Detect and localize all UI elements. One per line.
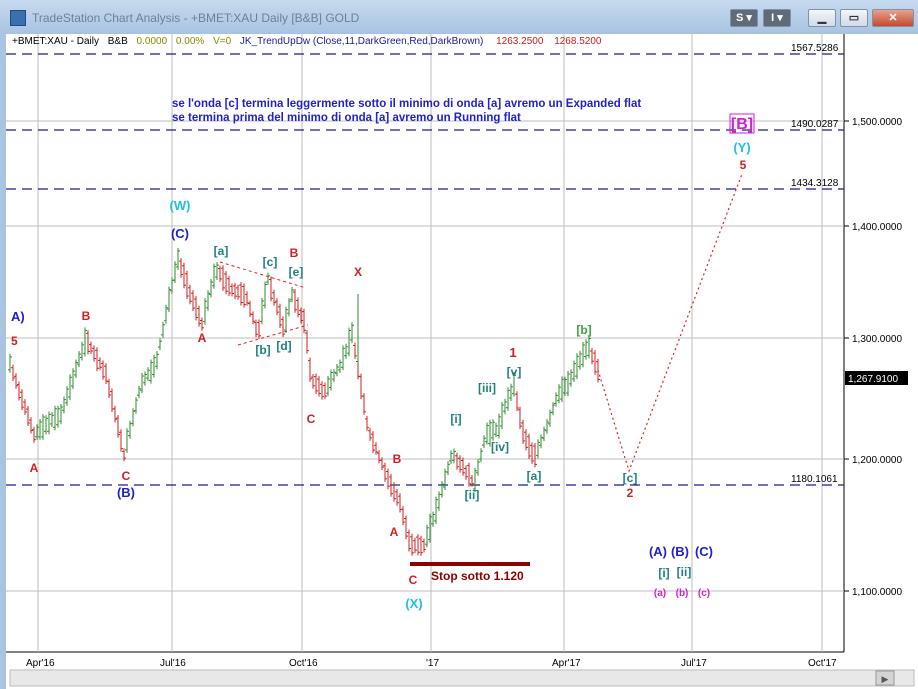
level-label-2: 1490.0287 [791,119,839,130]
wave-label: [e] [289,265,304,279]
wave-label: (B) [117,485,135,500]
minimize-icon: ▁ [817,12,827,24]
current-price-marker [845,371,908,385]
price-tick-1300: 1,300.0000 [852,334,902,345]
s-menu-button[interactable]: S ▾ [730,9,758,27]
level-labels: 1567.5286 1490.0287 1434.3128 1180.1061 [791,43,839,485]
chart-area[interactable]: ▶ +BMET:XAU - Daily B&B 0.0000 0.00% V=0… [6,34,918,689]
wave-label-box [729,113,755,134]
level-label-1: 1567.5286 [791,43,839,54]
scroll-right-button[interactable] [875,670,895,686]
wave-label: C [409,573,418,587]
wave-label: [v] [507,365,522,379]
date-axis: Apr'16 Jul'16 Oct'16 '17 Apr'17 Jul'17 O… [26,658,837,669]
note-line-1: se l'onda [c] termina leggermente sotto … [172,98,641,110]
wave-label: (W) [170,198,191,213]
maximize-button[interactable]: ▭ [840,9,868,27]
wave-label: [iv] [491,440,509,454]
i-menu-label: I [771,12,775,24]
maximize-icon: ▭ [848,12,860,24]
projection-path [597,173,743,473]
price-tick-1500: 1,500.0000 [852,117,902,128]
wave-label: C [307,412,316,426]
triangle-lines [219,261,309,346]
date-label-jul16: Jul'16 [160,658,186,669]
wave-label: B [82,309,91,323]
wave-label: (a) [654,588,666,599]
wave-label: [ii] [677,565,692,579]
price-bars [8,247,600,556]
wave-label: (B) [671,544,689,559]
wave-label: A) [11,309,25,324]
wave-label: 5 [740,158,747,172]
close-icon: ✕ [888,12,898,24]
stop-label: Stop sotto 1.120 [431,569,524,583]
note-line-2: se termina prima del minimo di onda [a] … [172,112,521,124]
wave-label: [i] [450,412,461,426]
wave-label: A [198,331,207,345]
minimize-button[interactable]: ▁ [808,9,836,27]
price-tick-1400: 1,400.0000 [852,222,902,233]
price-tick-1100: 1,100.0000 [852,587,902,598]
date-label-oct16: Oct'16 [289,658,318,669]
window-titlebar: TradeStation Chart Analysis - +BMET:XAU … [0,0,918,34]
level-label-3: 1434.3128 [791,178,839,189]
date-label-apr17: Apr'17 [552,658,581,669]
vertical-grid [37,34,823,652]
wave-label: B [290,246,299,260]
level-label-4: 1180.1061 [791,474,838,485]
date-label-oct17: Oct'17 [808,658,837,669]
wave-label: (b) [676,588,689,599]
price-tick-1200: 1,200.0000 [852,455,902,466]
horizontal-grid [6,120,844,592]
date-label-apr16: Apr'16 [26,658,55,669]
scroll-right-icon: ▶ [882,674,889,684]
level-lines [6,53,844,486]
wave-label: A [30,461,39,475]
wave-label: [c] [623,471,638,485]
app-icon [10,10,26,26]
close-button[interactable]: ✕ [872,9,914,27]
wave-label: [a] [527,469,542,483]
header-symbol: +BMET:XAU - Daily B&B 0.0000 0.00% V=0 J… [12,36,602,47]
wave-label: A [390,525,399,539]
wave-label: 5 [11,334,18,348]
price-chart[interactable]: ▶ +BMET:XAU - Daily B&B 0.0000 0.00% V=0… [6,34,918,689]
i-menu-button[interactable]: I ▾ [763,9,791,27]
wave-label: [a] [214,244,229,258]
price-axis-panel [844,34,918,689]
wave-label: (C) [695,544,713,559]
window-title: TradeStation Chart Analysis - +BMET:XAU … [32,11,360,25]
current-price-label: 1,267.9100 [848,374,898,385]
wave-label: [iii] [478,381,496,395]
wave-label: [ii] [465,488,480,502]
wave-label: [B] [731,116,753,133]
s-menu-label: S [736,12,744,24]
date-label-jul17: Jul'17 [681,658,707,669]
wave-label: (X) [405,596,422,611]
wave-label: [c] [263,255,278,269]
wave-label: (c) [698,588,710,599]
wave-label: (A) [649,544,667,559]
wave-label: [d] [276,339,291,353]
wave-label: [b] [576,323,591,337]
wave-labels: A) 5 A B C (B) (W) (C) A [a] [c] B [e] [b] [d] C X B A C (X)… [11,113,755,611]
wave-label: (C) [171,226,189,241]
horizontal-scrollbar[interactable] [9,669,915,687]
wave-label: (Y) [733,140,750,155]
wave-label: C [122,469,131,483]
wave-label: X [354,265,362,279]
date-label-17: '17 [426,658,439,669]
price-ticks: 1,500.0000 1,400.0000 1,300.0000 1,200.0… [844,117,902,598]
stop-line [410,562,530,566]
wave-label: B [393,452,402,466]
wave-label: 2 [627,486,634,500]
wave-label: [i] [658,566,669,580]
wave-label: [b] [255,343,270,357]
wave-label: 1 [509,345,516,360]
